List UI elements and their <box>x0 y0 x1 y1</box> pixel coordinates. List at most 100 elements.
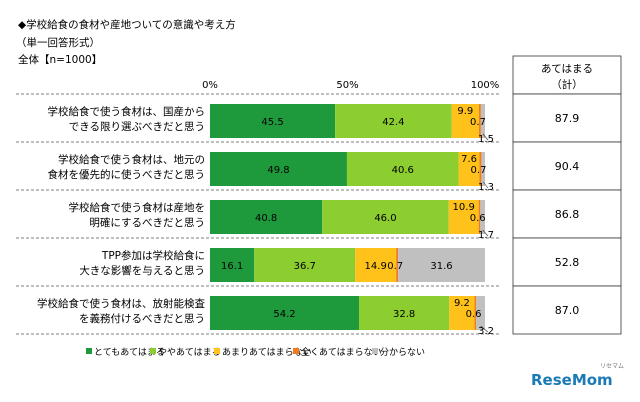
bar-segment <box>346 152 459 186</box>
bar-segment <box>359 296 450 330</box>
legend-label: 全くあてはまらない <box>301 346 382 358</box>
category-label: 学校給食で使う食材は産地を <box>69 201 206 214</box>
data-label: 36.7 <box>294 261 316 272</box>
bar-segment <box>355 248 397 282</box>
bar-segment <box>480 200 485 234</box>
bar-segment <box>448 200 479 234</box>
data-label: 0.6 <box>466 309 482 320</box>
bar-segment <box>210 296 360 330</box>
data-label: 54.2 <box>273 309 295 320</box>
leader-line <box>482 133 489 141</box>
bar-segment <box>398 248 485 282</box>
legend-swatch <box>86 348 92 354</box>
category-label: 大きな影響を与えると思う <box>79 264 205 277</box>
data-label: 46.0 <box>374 213 396 224</box>
summary-value: 90.4 <box>555 160 580 173</box>
data-label: 1.7 <box>478 230 494 241</box>
data-label: 0.7 <box>470 117 486 128</box>
legend-label: ややあてはまる <box>158 347 221 358</box>
category-label: TPP参加は学校給食に <box>101 249 205 262</box>
legend-item: あまりあてはまらない <box>214 347 312 358</box>
bar-segment <box>479 152 482 186</box>
chart-note: （単一回答形式） <box>16 36 100 49</box>
category-label: できる限り選ぶべきだと思う <box>69 120 205 133</box>
category-label: を義務付けるべきだと思う <box>79 312 205 325</box>
data-label: 9.9 <box>457 106 473 117</box>
leader-line <box>482 181 489 189</box>
bar-segment <box>481 152 485 186</box>
summary-cell <box>512 237 622 287</box>
data-label: 42.4 <box>382 117 404 128</box>
leader-line <box>482 229 489 237</box>
legend-label: とてもあてはまる <box>94 347 165 358</box>
data-label: 10.9 <box>453 202 475 213</box>
data-label: 40.6 <box>392 165 414 176</box>
data-label: 3.2 <box>478 326 494 337</box>
summary-title: （計） <box>551 78 583 91</box>
bar-segment <box>478 104 481 138</box>
legend-item: とてもあてはまる <box>86 347 165 358</box>
legend-item: ややあてはまる <box>150 347 221 358</box>
data-label: 45.5 <box>261 117 283 128</box>
category-label: 学校給食で使う食材は、地元の <box>58 153 205 166</box>
resemom-logo: リセマム ReseMom <box>531 363 624 389</box>
legend-swatch <box>150 348 156 354</box>
legend-swatch <box>372 348 378 354</box>
bar-segment <box>449 296 475 330</box>
data-label: 0.7 <box>471 165 487 176</box>
summary-value: 52.8 <box>555 256 580 269</box>
category-label: 明確にするべきだと思う <box>89 216 205 229</box>
x-tick-label: 100% <box>471 80 500 91</box>
data-label: 14.9 <box>365 261 387 272</box>
bar-segment <box>476 296 485 330</box>
summary-cell <box>512 189 622 239</box>
category-label: 食材を優先的に使うべきだと思う <box>48 168 206 181</box>
bar-segment <box>480 104 485 138</box>
bar-segment <box>396 248 399 282</box>
bar-segment <box>335 104 452 138</box>
chart-title: ◆学校給食の食材や産地ついての意識や考え方 <box>18 18 236 31</box>
data-label: 40.8 <box>255 213 277 224</box>
category-label: 学校給食で使う食材は、放射能検査 <box>37 297 205 310</box>
bar-segment <box>451 104 479 138</box>
legend-swatch <box>293 348 299 354</box>
data-label: 0.7 <box>387 261 403 272</box>
summary-cell <box>512 285 622 335</box>
legend-item: 分からない <box>372 347 425 358</box>
legend-swatch <box>214 348 220 354</box>
bar-segment <box>474 296 477 330</box>
summary-cell <box>512 93 622 143</box>
leader-line <box>480 325 489 333</box>
legend-label: あまりあてはまらない <box>222 347 312 358</box>
x-tick-label: 50% <box>336 80 358 91</box>
x-axis: 0% 50% 100% <box>202 80 499 91</box>
summary-value: 87.9 <box>555 112 580 125</box>
data-label: 32.8 <box>393 309 415 320</box>
summary-header-box <box>512 55 622 95</box>
bar-segment <box>210 152 347 186</box>
bar-segment <box>210 200 323 234</box>
bar-segment <box>210 248 255 282</box>
data-label: 1.5 <box>478 134 494 145</box>
chart-base: 全体【n=1000】 <box>18 53 102 66</box>
x-tick-label: 0% <box>202 80 218 91</box>
bar-segment <box>210 104 336 138</box>
bar-segment <box>478 200 481 234</box>
legend-label: 分からない <box>380 347 425 358</box>
summary-column: あてはまる （計） 87.9 90.4 86.8 52.8 87.0 <box>512 55 622 335</box>
legend-item: 全くあてはまらない <box>293 346 382 358</box>
data-label: 7.6 <box>461 154 477 165</box>
summary-title: あてはまる <box>541 63 593 75</box>
category-label: 学校給食で使う食材は、国産から <box>48 105 206 118</box>
logo-subtext: リセマム <box>600 363 624 370</box>
data-label: 0.6 <box>470 213 486 224</box>
summary-value: 86.8 <box>555 208 580 221</box>
bar-segment <box>254 248 356 282</box>
